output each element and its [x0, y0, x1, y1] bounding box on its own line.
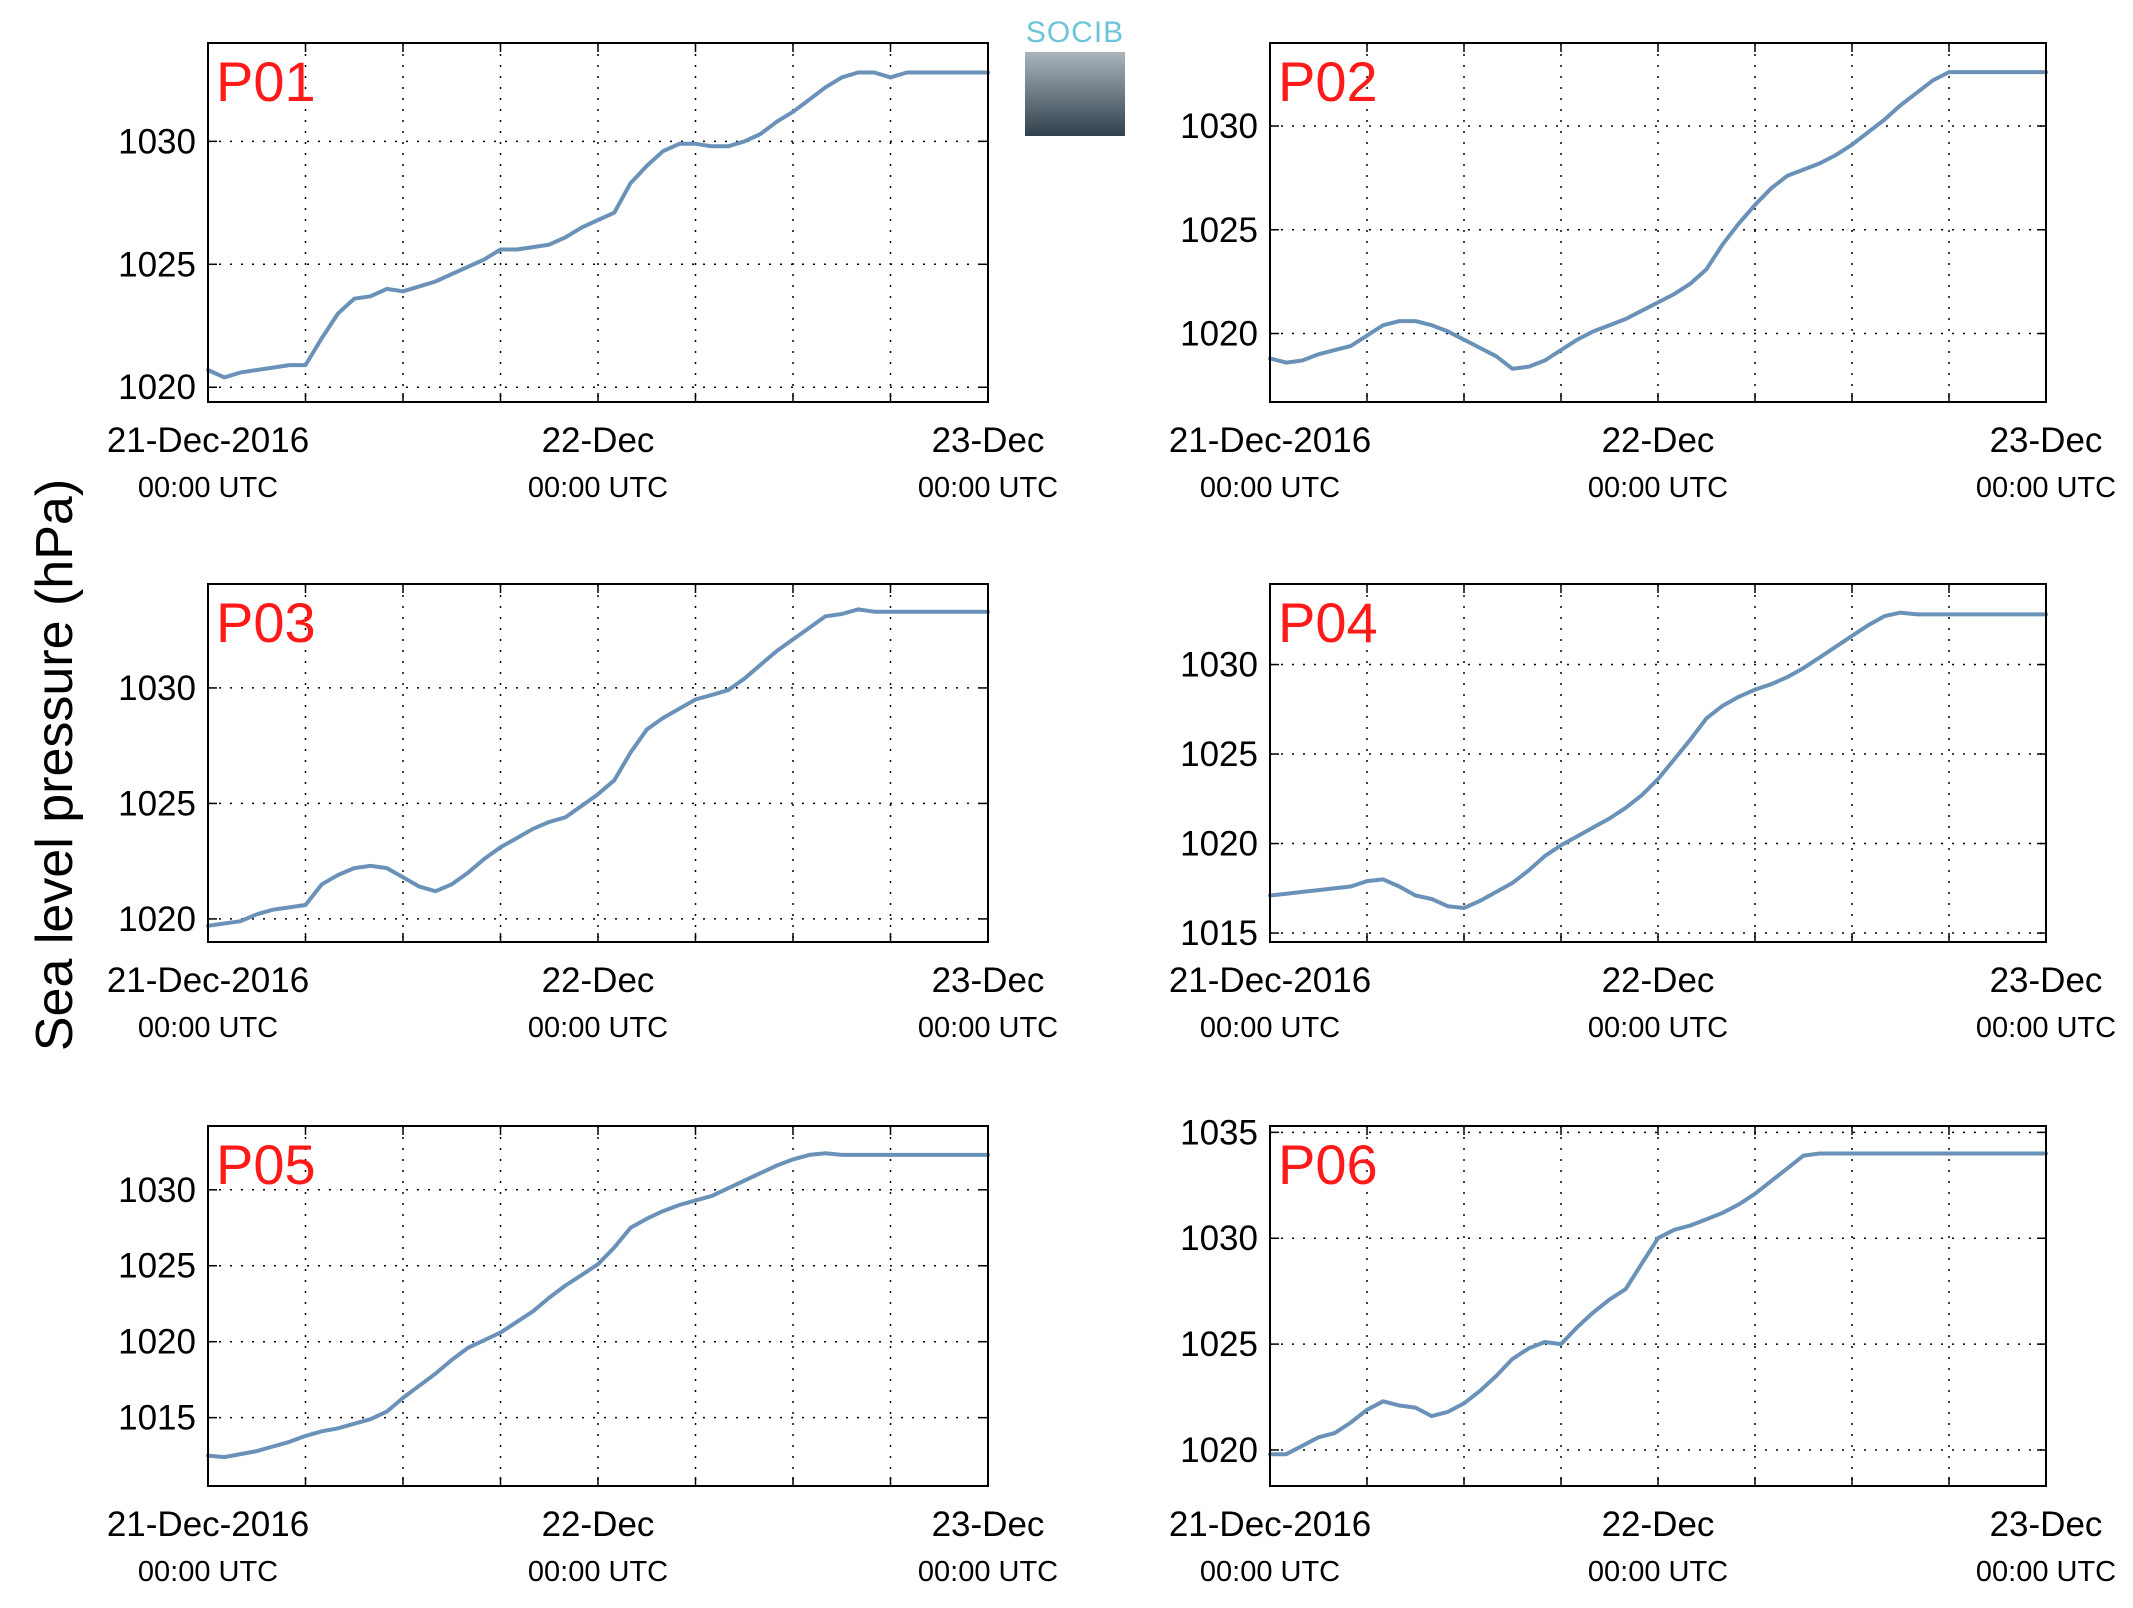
x-tick-label-time: 00:00 UTC — [1588, 1012, 1728, 1044]
x-tick-label-time: 00:00 UTC — [918, 1556, 1058, 1588]
x-tick-label-date: 22-Dec — [542, 961, 655, 1000]
y-tick-label: 1015 — [118, 1399, 196, 1438]
x-tick-label-time: 00:00 UTC — [1588, 1556, 1728, 1588]
panel-p06: 1020 1025 1030 1035 21-Dec-2016 00:00 UTC 22-D… — [1169, 1113, 2116, 1588]
x-tick-label-date: 22-Dec — [542, 1505, 655, 1544]
x-tick-label-date: 23-Dec — [1990, 421, 2103, 460]
x-tick-label-time: 00:00 UTC — [918, 1012, 1058, 1044]
x-tick-label-time: 00:00 UTC — [138, 1556, 278, 1588]
x-tick-label-time: 00:00 UTC — [528, 1556, 668, 1588]
y-tick-label: 1025 — [118, 1247, 196, 1286]
x-tick-label-time: 00:00 UTC — [528, 1012, 668, 1044]
y-tick-label: 1020 — [118, 1323, 196, 1362]
x-tick-label-time: 00:00 UTC — [1976, 472, 2116, 504]
y-tick-label: 1030 — [1180, 107, 1258, 146]
y-tick-label: 1020 — [118, 368, 196, 407]
y-tick-label: 1025 — [118, 784, 196, 823]
x-tick-label-date: 23-Dec — [932, 421, 1045, 460]
x-tick-label-time: 00:00 UTC — [1976, 1556, 2116, 1588]
axes-frame — [207, 583, 989, 943]
x-tick-label-time: 00:00 UTC — [1588, 472, 1728, 504]
y-axis-label: Sea level pressure (hPa) — [26, 479, 84, 1051]
y-tick-label: 1025 — [1180, 211, 1258, 250]
x-tick-label-time: 00:00 UTC — [1200, 472, 1340, 504]
panel-p01: 1020 1025 1030 21-Dec-2016 00:00 UTC 22-Dec 00… — [107, 42, 1058, 504]
panel-label: P05 — [216, 1133, 316, 1196]
y-tick-label: 1020 — [1180, 315, 1258, 354]
panel-label: P01 — [216, 50, 316, 113]
socib-logo: SOCIB — [1025, 16, 1125, 136]
x-tick-label-date: 21-Dec-2016 — [1169, 421, 1371, 460]
series-line — [206, 607, 990, 928]
y-tick-label: 1030 — [118, 1171, 196, 1210]
x-tick-label-date: 21-Dec-2016 — [1169, 1505, 1371, 1544]
y-tick-label: 1025 — [118, 245, 196, 284]
axes-frame — [207, 42, 989, 403]
panel-p03: 1020 1025 1030 21-Dec-2016 00:00 UTC 22-Dec 00… — [107, 583, 1058, 1044]
x-tick-label-time: 00:00 UTC — [528, 472, 668, 504]
y-tick-label: 1030 — [118, 669, 196, 708]
panel-label: P04 — [1278, 591, 1378, 654]
axes-frame — [1269, 583, 2047, 943]
logo-text: SOCIB — [1025, 16, 1125, 49]
x-tick-label-date: 22-Dec — [542, 421, 655, 460]
axes-frame — [207, 1125, 989, 1487]
x-tick-label-date: 21-Dec-2016 — [1169, 961, 1371, 1000]
panel-label: P06 — [1278, 1133, 1378, 1196]
y-tick-label: 1030 — [1180, 1219, 1258, 1258]
y-tick-label: 1020 — [118, 900, 196, 939]
x-tick-label-date: 21-Dec-2016 — [107, 961, 309, 1000]
panel-p04: 1015 1020 1025 1030 21-Dec-2016 00:00 UTC 22-D… — [1169, 583, 2116, 1044]
x-tick-label-date: 21-Dec-2016 — [107, 1505, 309, 1544]
x-tick-label-time: 00:00 UTC — [1200, 1012, 1340, 1044]
x-tick-label-date: 21-Dec-2016 — [107, 421, 309, 460]
series-line — [206, 70, 990, 380]
x-tick-label-time: 00:00 UTC — [138, 472, 278, 504]
panel-p05: 1015 1020 1025 1030 21-Dec-2016 00:00 UTC 22-D… — [107, 1125, 1058, 1588]
panel-p02: 1020 1025 1030 21-Dec-2016 00:00 UTC 22-Dec 00… — [1169, 42, 2116, 504]
axes-frame — [1269, 1125, 2047, 1487]
x-tick-label-date: 22-Dec — [1602, 961, 1715, 1000]
axes-frame — [1269, 42, 2047, 403]
series-line — [206, 1151, 990, 1460]
y-tick-label: 1035 — [1180, 1113, 1258, 1152]
y-tick-label: 1020 — [1180, 1431, 1258, 1470]
series-line — [1268, 610, 2048, 910]
series-line — [1268, 1151, 2048, 1457]
y-tick-label: 1030 — [118, 122, 196, 161]
y-tick-label: 1015 — [1180, 914, 1258, 953]
y-tick-label: 1025 — [1180, 735, 1258, 774]
y-tick-label: 1025 — [1180, 1325, 1258, 1364]
series-line — [1268, 70, 2048, 371]
x-tick-label-date: 22-Dec — [1602, 421, 1715, 460]
x-tick-label-date: 22-Dec — [1602, 1505, 1715, 1544]
panel-label: P03 — [216, 591, 316, 654]
y-tick-label: 1030 — [1180, 646, 1258, 685]
x-tick-label-time: 00:00 UTC — [138, 1012, 278, 1044]
x-tick-label-time: 00:00 UTC — [1976, 1012, 2116, 1044]
logo-block — [1025, 52, 1125, 136]
x-tick-label-date: 23-Dec — [932, 1505, 1045, 1544]
x-tick-label-time: 00:00 UTC — [1200, 1556, 1340, 1588]
x-tick-label-time: 00:00 UTC — [918, 472, 1058, 504]
x-tick-label-date: 23-Dec — [1990, 1505, 2103, 1544]
y-tick-label: 1020 — [1180, 825, 1258, 864]
x-tick-label-date: 23-Dec — [932, 961, 1045, 1000]
x-tick-label-date: 23-Dec — [1990, 961, 2103, 1000]
panel-label: P02 — [1278, 50, 1378, 113]
